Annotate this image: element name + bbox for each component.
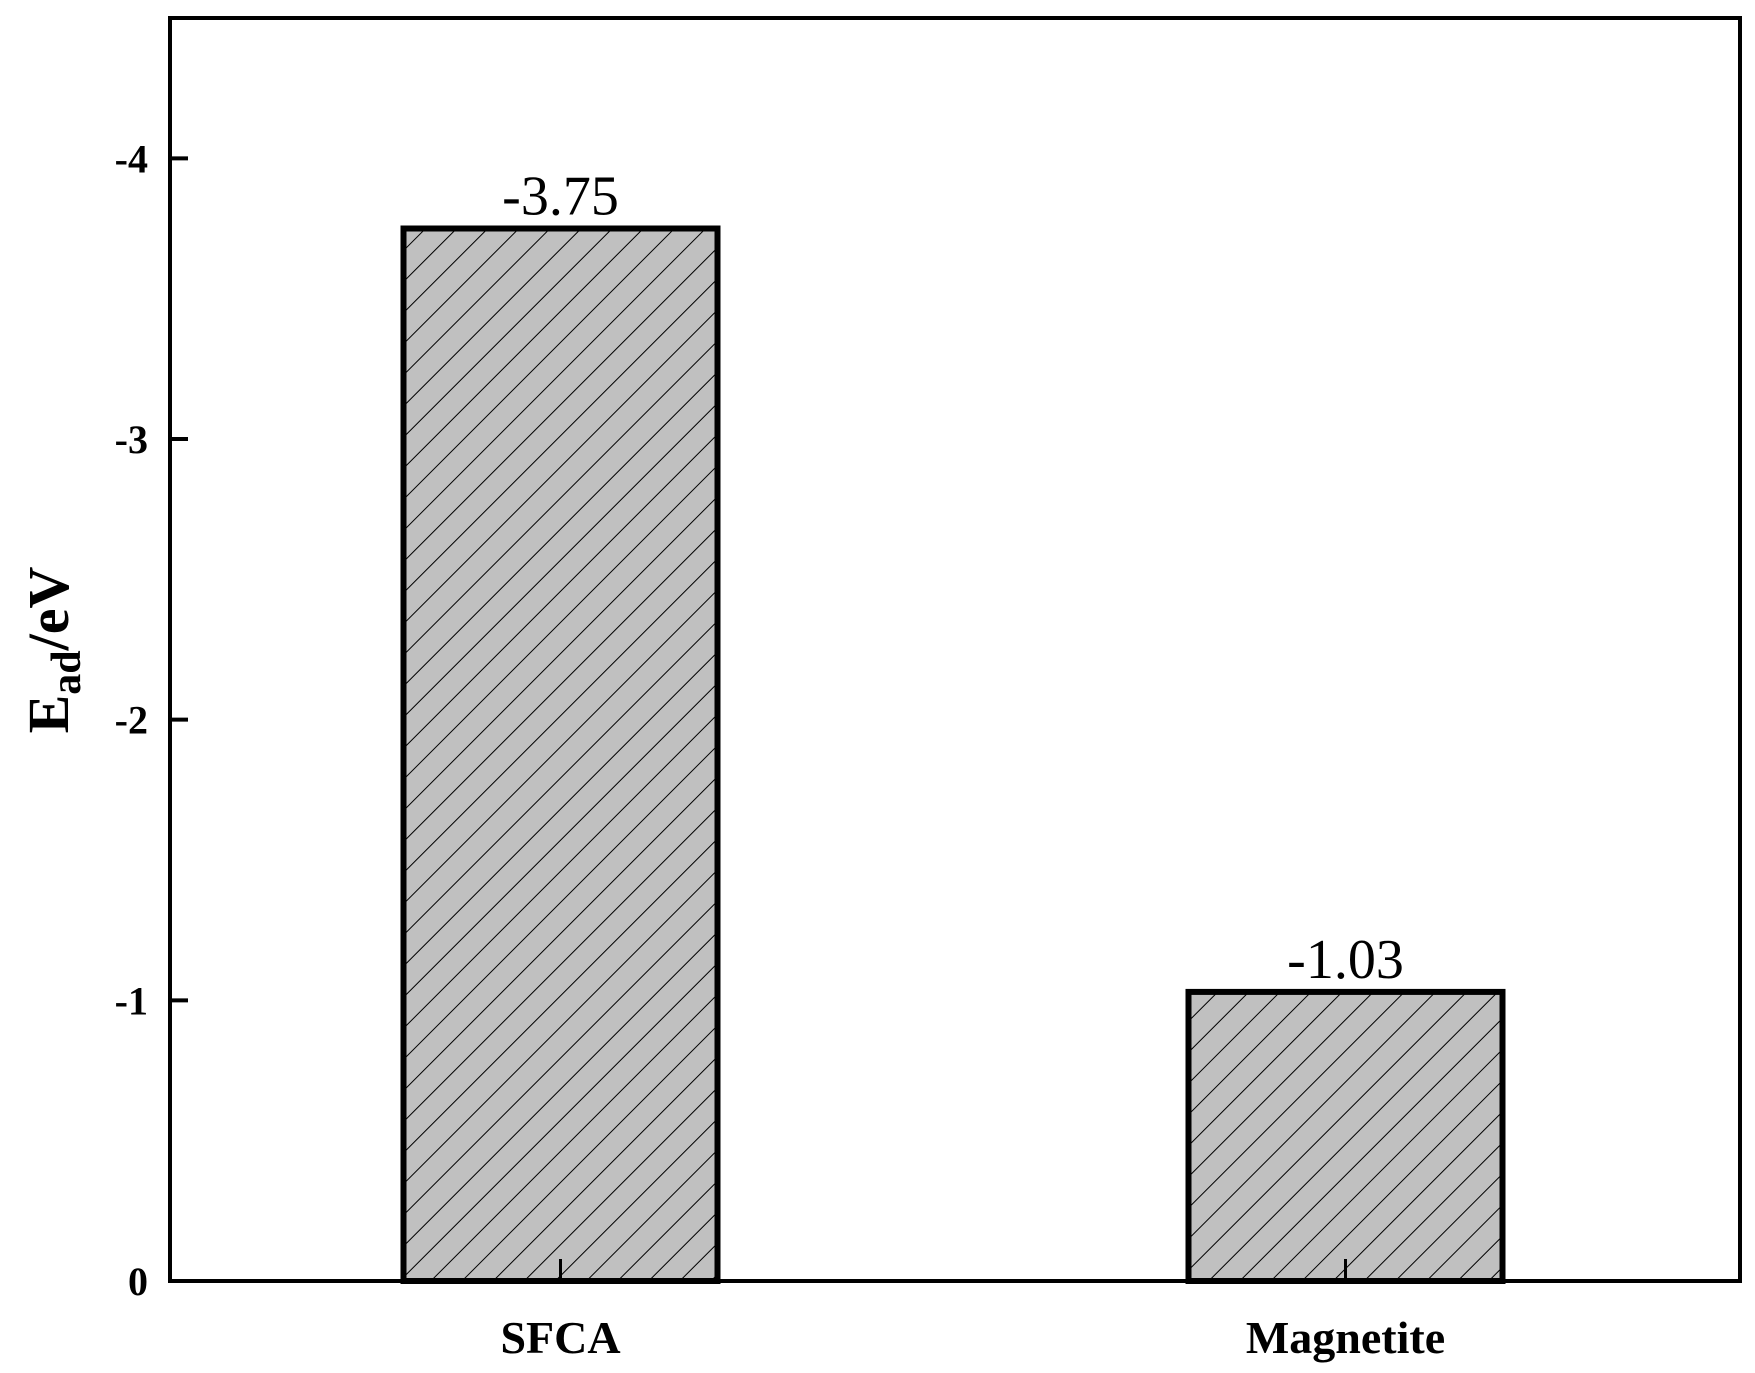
y-axis-ticks: 0 -1 -2 -3 -4 bbox=[115, 136, 188, 1304]
y-tick-label: -3 bbox=[115, 417, 148, 462]
y-axis-label: Ead/eV bbox=[16, 566, 90, 733]
plot-frame bbox=[168, 16, 1742, 1283]
y-tick-label: -1 bbox=[115, 978, 148, 1023]
x-category-label: SFCA bbox=[500, 1312, 620, 1363]
y-tick-label: 0 bbox=[128, 1259, 148, 1304]
y-tick-label: -2 bbox=[115, 698, 148, 743]
bar-sfca bbox=[400, 225, 721, 1284]
bar-magnetite bbox=[1185, 988, 1506, 1284]
y-tick-label: -4 bbox=[115, 136, 148, 181]
x-category-label: Magnetite bbox=[1246, 1312, 1445, 1363]
bars bbox=[400, 225, 1506, 1284]
y-axis-label-unit: /eV bbox=[16, 566, 81, 651]
y-axis-label-subscript: ad bbox=[44, 650, 90, 694]
bar-value-label: -3.75 bbox=[502, 166, 619, 228]
y-axis-label-main: E bbox=[16, 695, 81, 734]
data-labels: -3.75 -1.03 bbox=[502, 166, 1404, 991]
bar-value-label: -1.03 bbox=[1287, 929, 1404, 991]
x-axis-categories: SFCA Magnetite bbox=[500, 1312, 1445, 1363]
